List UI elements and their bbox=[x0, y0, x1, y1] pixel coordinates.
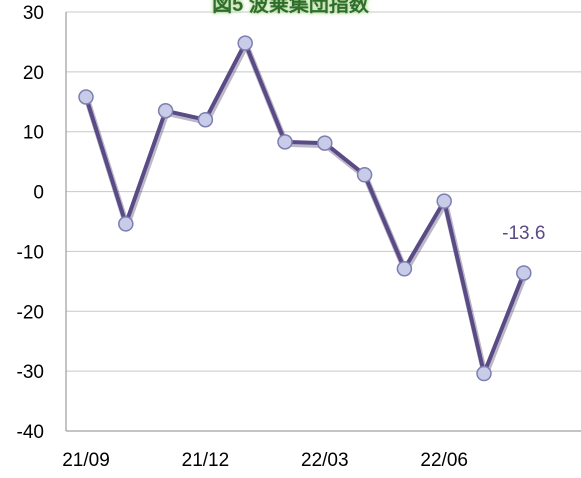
chart-title: 図5 波乗集団指数 bbox=[212, 0, 369, 16]
y-tick-label: -20 bbox=[17, 302, 44, 323]
data-point bbox=[476, 365, 492, 382]
y-axis-ticks: 30 20 10 0 -10 -20 -30 -40 bbox=[17, 3, 44, 443]
data-label: -13.6 bbox=[502, 223, 545, 244]
data-point bbox=[516, 265, 532, 281]
data-point bbox=[317, 135, 333, 151]
y-tick-label: 0 bbox=[33, 183, 44, 204]
y-tick-label: -40 bbox=[17, 422, 44, 443]
y-tick-label: 10 bbox=[23, 123, 44, 144]
series-line bbox=[84, 41, 526, 376]
data-point bbox=[356, 167, 373, 183]
series-points bbox=[78, 35, 532, 382]
y-tick-label: 30 bbox=[23, 3, 44, 24]
x-tick-label: 22/06 bbox=[420, 450, 468, 471]
gridlines bbox=[66, 11, 581, 432]
data-point bbox=[197, 111, 214, 128]
y-tick-label: -30 bbox=[17, 362, 44, 383]
data-point bbox=[277, 134, 293, 150]
data-point bbox=[78, 89, 94, 105]
data-point bbox=[436, 193, 452, 209]
x-tick-label: 21/09 bbox=[62, 450, 110, 471]
y-tick-label: 20 bbox=[23, 63, 44, 84]
x-tick-label: 21/12 bbox=[182, 450, 230, 471]
x-tick-label: 22/03 bbox=[301, 450, 349, 471]
x-axis-ticks: 21/09 21/12 22/03 22/06 bbox=[62, 450, 468, 471]
data-point bbox=[237, 35, 253, 51]
data-point bbox=[396, 261, 413, 277]
data-point bbox=[157, 103, 174, 119]
data-point bbox=[118, 216, 134, 232]
series-line-shadow bbox=[84, 42, 528, 379]
y-tick-label: -10 bbox=[17, 242, 44, 263]
